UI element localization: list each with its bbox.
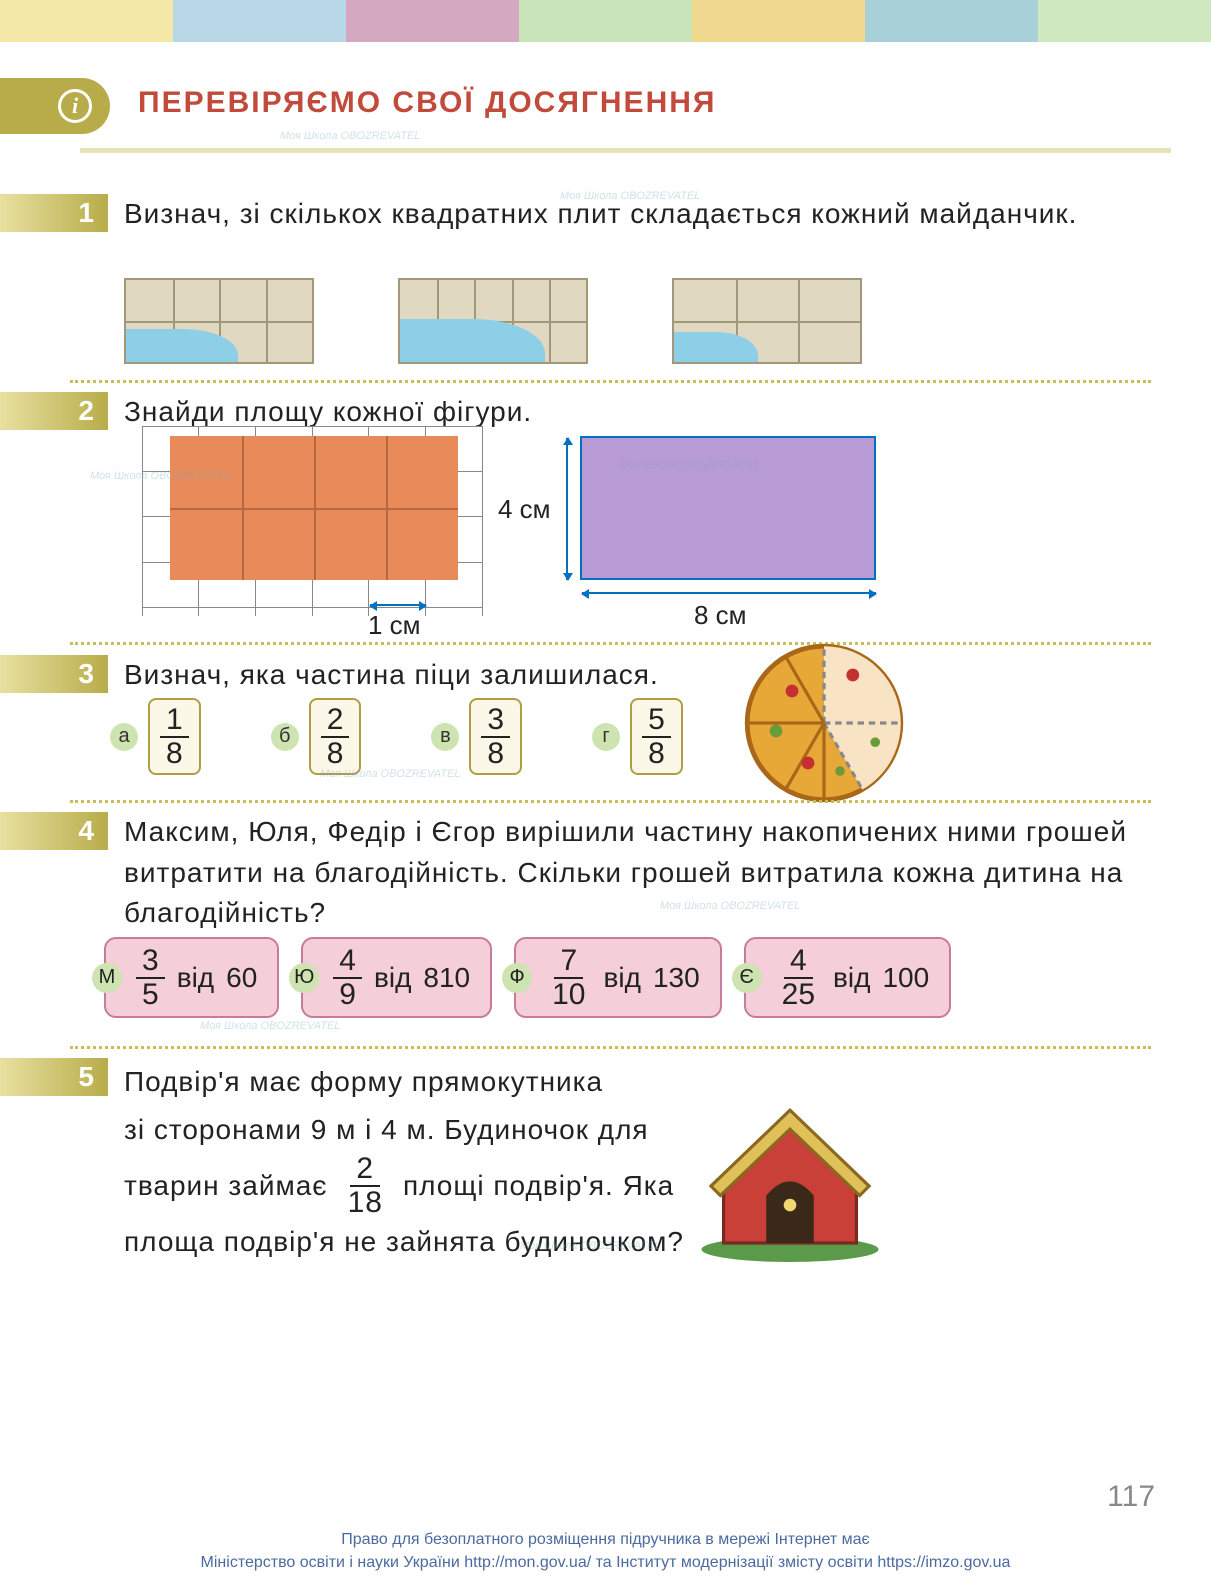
watermark: Моя Школа OBOZREVATEL (280, 130, 420, 142)
orange-rectangle (170, 436, 458, 580)
dim-arrow-1cm (370, 604, 426, 606)
task1-tiles (124, 278, 862, 364)
task4-text: Максим, Юля, Федір і Єгор вирішили части… (124, 812, 1151, 934)
footer-line1: Право для безоплатного розміщення підруч… (0, 1529, 1211, 1551)
dim-label-1cm: 1 см (368, 610, 421, 641)
top-stripe (0, 0, 1211, 42)
dim-arrow-4cm (566, 438, 568, 580)
option-b-badge: б (271, 723, 299, 751)
doghouse-icon (694, 1088, 886, 1262)
task-number-3: 3 (0, 655, 108, 693)
purple-rectangle (580, 436, 876, 580)
page-title: ПЕРЕВІРЯЄМО СВОЇ ДОСЯГНЕННЯ (138, 86, 716, 120)
dim-label-8cm: 8 см (694, 600, 747, 631)
page-number: 117 (1107, 1480, 1155, 1514)
option-d-badge: г (592, 723, 620, 751)
task-number-1: 1 (0, 194, 108, 232)
item-ye: Є 425 від100 (744, 937, 952, 1018)
divider-2 (70, 642, 1151, 645)
divider-1 (70, 380, 1151, 383)
title-underline (80, 148, 1171, 153)
task-number-2: 2 (0, 392, 108, 430)
item-yu: Ю 49 від810 (301, 937, 492, 1018)
task1-text: Визнач, зі скількох квадратних плит скла… (124, 194, 1151, 235)
option-a-badge: а (110, 723, 138, 751)
option-c: 38 (469, 698, 522, 775)
option-b: 28 (309, 698, 362, 775)
item-m: М 35 від60 (104, 937, 279, 1018)
divider-4 (70, 1046, 1151, 1049)
task-number-4: 4 (0, 812, 108, 850)
option-a: 18 (148, 698, 201, 775)
footer: Право для безоплатного розміщення підруч… (0, 1529, 1211, 1574)
divider-3 (70, 800, 1151, 803)
tile-grid-1 (124, 278, 314, 364)
option-d: 58 (630, 698, 683, 775)
footer-line2: Міністерство освіти і науки України http… (0, 1552, 1211, 1574)
task-number-5: 5 (0, 1058, 108, 1096)
tile-grid-3 (672, 278, 862, 364)
task4-items: М 35 від60 Ю 49 від810 Ф 710 від130 Є 42… (104, 937, 951, 1018)
option-c-badge: в (431, 723, 459, 751)
dim-label-4cm: 4 см (498, 494, 551, 525)
watermark: Моя Школа OBOZREVATEL (200, 1020, 340, 1032)
info-badge: i (0, 78, 110, 134)
pizza-icon (744, 643, 904, 803)
dim-arrow-8cm (582, 592, 876, 594)
item-f: Ф 710 від130 (514, 937, 722, 1018)
info-icon: i (58, 89, 92, 123)
tile-grid-2 (398, 278, 588, 364)
task3-options: а 18 б 28 в 38 г 58 (110, 698, 683, 775)
